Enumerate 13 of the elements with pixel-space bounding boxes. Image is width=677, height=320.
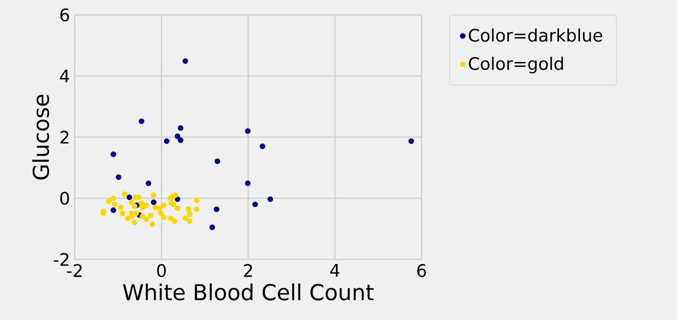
x-tick-label: 4 — [330, 264, 340, 277]
y-tick-label: -2 — [54, 252, 68, 266]
legend-label: Color=gold — [468, 56, 563, 74]
y-tick-label: 0 — [60, 192, 69, 205]
y-axis-title: Glucose — [32, 94, 50, 180]
y-tick-label: 4 — [60, 70, 70, 82]
x-axis-title: White Blood Cell Count — [122, 284, 374, 300]
x-tick-label: 6 — [417, 264, 426, 278]
x-tick-label: 2 — [244, 264, 252, 277]
y-tick-label: 2 — [60, 130, 68, 144]
legend-label: Color=darkblue — [468, 28, 602, 42]
x-tick-label: 0 — [157, 264, 166, 278]
y-tick-label: 6 — [60, 8, 70, 22]
